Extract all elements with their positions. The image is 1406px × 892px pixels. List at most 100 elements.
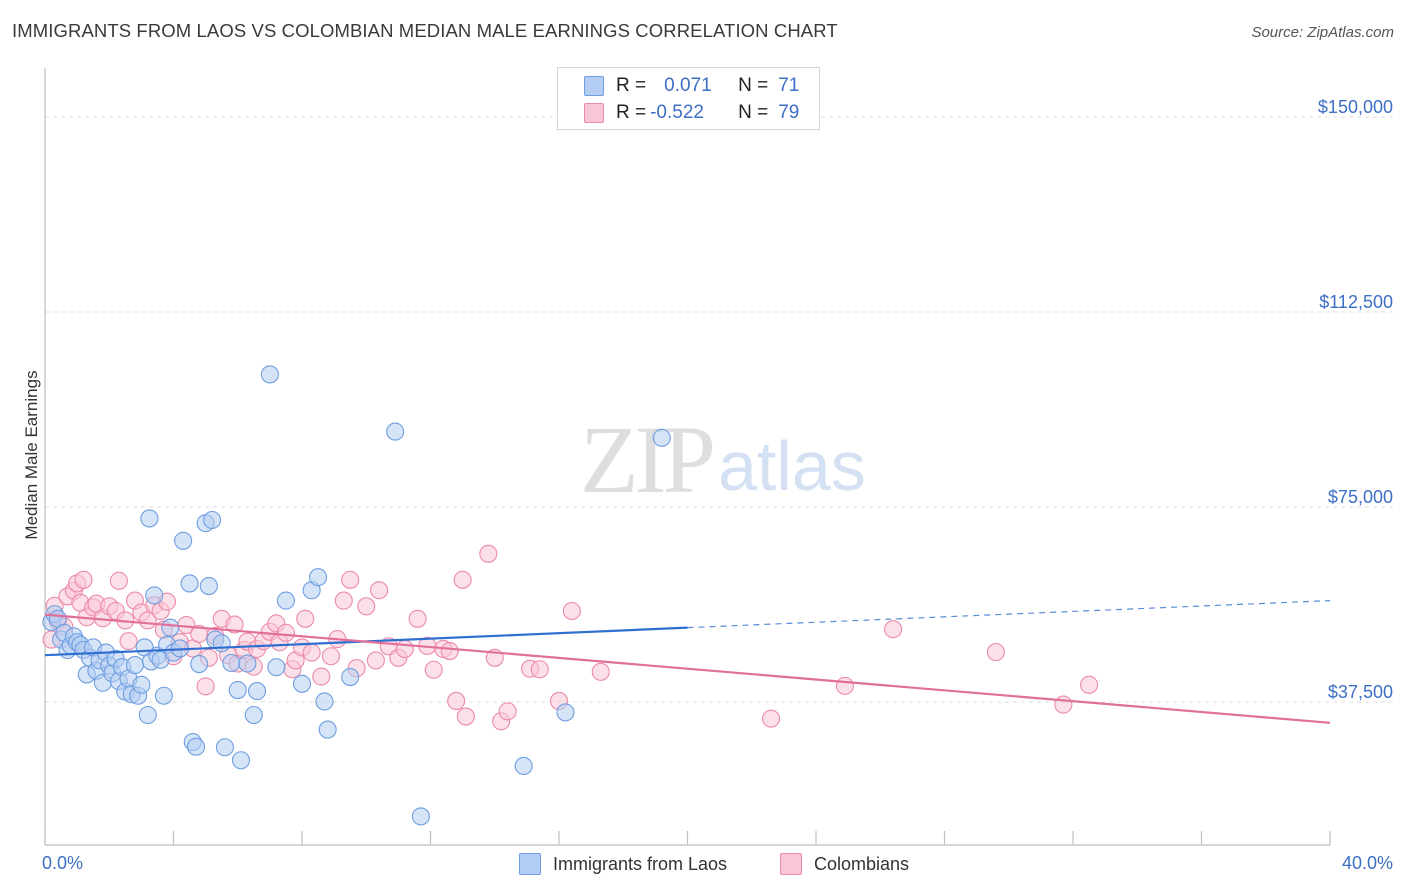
point-colombians	[370, 581, 389, 600]
source-credit: Source: ZipAtlas.com	[1251, 24, 1394, 41]
point-colombians	[440, 641, 459, 661]
point-colombians	[986, 643, 1005, 662]
legend-r-label: R =	[616, 102, 647, 123]
point-immigrants-from-laos	[190, 654, 209, 674]
point-colombians	[357, 597, 376, 616]
point-immigrants-from-laos	[215, 738, 234, 757]
point-colombians	[761, 709, 781, 728]
point-colombians	[498, 702, 517, 721]
axes	[44, 68, 1331, 846]
point-immigrants-from-laos	[186, 737, 206, 756]
legend-n-value: 79	[778, 102, 800, 123]
bottom-legend-label-laos: Immigrants from Laos	[553, 853, 728, 874]
point-colombians	[424, 660, 443, 679]
point-colombians	[835, 676, 854, 695]
point-immigrants-from-laos	[199, 576, 218, 596]
point-colombians	[530, 660, 549, 679]
point-colombians	[296, 609, 315, 628]
x-tick-label-min: 0.0%	[42, 853, 83, 873]
legend-n-value: 71	[778, 75, 800, 96]
point-immigrants-from-laos	[180, 574, 199, 593]
legend-r-label: R =	[616, 75, 647, 96]
point-colombians	[109, 571, 128, 590]
point-colombians	[321, 647, 340, 666]
point-immigrants-from-laos	[267, 658, 286, 677]
point-colombians	[453, 570, 472, 589]
point-immigrants-from-laos	[132, 675, 151, 694]
point-colombians	[884, 620, 903, 639]
legend-n-label: N =	[738, 102, 769, 123]
point-colombians	[225, 615, 244, 634]
point-colombians	[447, 691, 466, 711]
point-immigrants-from-laos	[125, 656, 144, 675]
legend-n-label: N =	[738, 75, 769, 96]
point-colombians	[302, 643, 321, 662]
point-colombians	[408, 609, 427, 628]
bottom-legend-swatch-laos	[519, 853, 541, 875]
point-colombians	[591, 662, 610, 681]
point-colombians	[366, 651, 385, 670]
y-tick-label: $150,000	[1318, 97, 1393, 117]
legend-row-laos: R = 0.071 N = 71	[584, 74, 799, 98]
trend-lines	[44, 600, 1331, 724]
point-immigrants-from-laos	[315, 692, 334, 711]
point-immigrants-from-laos	[514, 756, 533, 776]
point-immigrants-from-laos	[386, 422, 405, 441]
bottom-legend-swatch-colombians	[780, 853, 802, 875]
point-colombians	[479, 544, 498, 563]
point-colombians	[562, 601, 581, 621]
watermark-atlas: atlas	[718, 427, 866, 505]
chart-title: IMMIGRANTS FROM LAOS VS COLOMBIAN MEDIAN…	[12, 20, 838, 41]
legend-swatch-laos	[584, 76, 604, 96]
point-immigrants-from-laos	[174, 531, 193, 550]
point-immigrants-from-laos	[212, 634, 231, 653]
trend-line-colombians	[44, 613, 1331, 724]
point-immigrants-from-laos	[231, 751, 251, 770]
point-colombians	[74, 570, 93, 589]
bottom-legend-laos: Immigrants from Laos	[519, 852, 727, 876]
point-immigrants-from-laos	[247, 682, 267, 701]
point-immigrants-from-laos	[556, 703, 575, 722]
point-immigrants-from-laos	[309, 568, 328, 587]
trend-line-laos-extension	[687, 600, 1331, 629]
legend-row-colombians: R = -0.522 N = 79	[584, 101, 799, 125]
point-immigrants-from-laos	[222, 653, 241, 673]
grid-lines	[45, 116, 1395, 703]
point-immigrants-from-laos	[276, 591, 295, 610]
point-immigrants-from-laos	[652, 428, 671, 447]
point-immigrants-from-laos	[154, 686, 173, 705]
bottom-legend-colombians: Colombians	[780, 852, 909, 876]
point-immigrants-from-laos	[145, 586, 164, 605]
series-colombians	[42, 544, 1099, 731]
point-colombians	[334, 591, 353, 610]
point-colombians	[312, 667, 331, 686]
point-colombians	[276, 623, 295, 642]
point-immigrants-from-laos	[138, 705, 157, 725]
point-immigrants-from-laos	[318, 720, 337, 739]
y-tick-label: $112,500	[1319, 292, 1393, 312]
point-colombians	[1080, 675, 1099, 694]
point-colombians	[395, 639, 414, 659]
point-colombians	[341, 570, 360, 589]
point-immigrants-from-laos	[260, 365, 279, 384]
watermark: ZIP atlas	[580, 406, 866, 513]
point-immigrants-from-laos	[411, 807, 430, 826]
correlation-legend: R = 0.071 N = 71 R = -0.522 N = 79	[557, 67, 820, 130]
point-colombians	[1054, 695, 1073, 714]
point-colombians	[119, 632, 138, 651]
x-tick-labels: 0.0% 40.0%	[42, 853, 1393, 873]
point-immigrants-from-laos	[228, 680, 247, 700]
bottom-legend-label-colombians: Colombians	[814, 853, 910, 874]
watermark-zip: ZIP	[580, 406, 713, 513]
point-immigrants-from-laos	[292, 674, 312, 693]
legend-swatch-colombians	[584, 103, 604, 123]
point-immigrants-from-laos	[341, 667, 360, 687]
y-tick-label: $75,000	[1328, 487, 1393, 507]
point-colombians	[196, 677, 215, 696]
point-immigrants-from-laos	[244, 705, 263, 725]
legend-r-value: 0.071	[664, 75, 712, 96]
x-tick-label-max: 40.0%	[1342, 853, 1393, 873]
point-immigrants-from-laos	[238, 654, 257, 673]
point-immigrants-from-laos	[161, 618, 180, 637]
legend-r-value: -0.522	[650, 102, 704, 123]
